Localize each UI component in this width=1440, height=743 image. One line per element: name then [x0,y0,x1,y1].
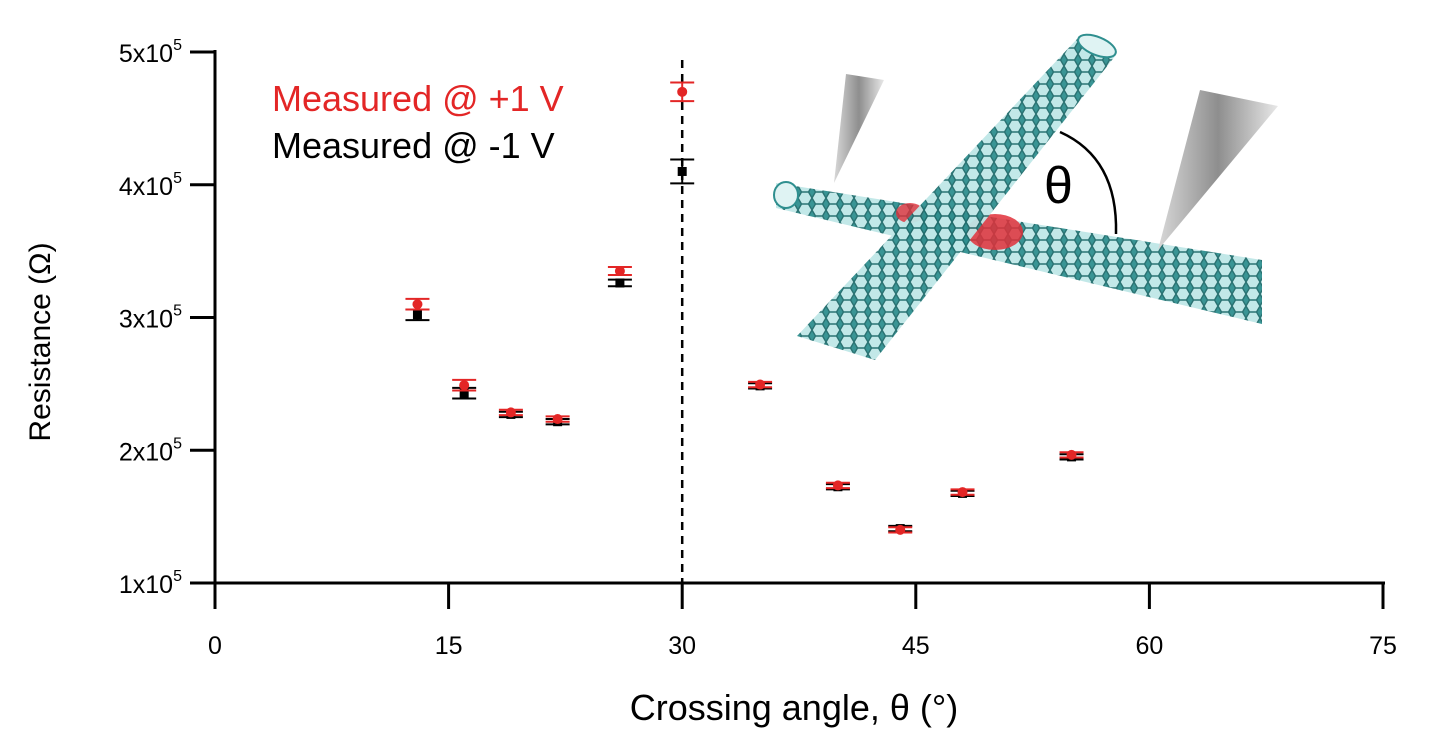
legend: Measured @ +1 V Measured @ -1 V [272,78,564,166]
nanotube-crossing-illustration: θ [773,33,1278,360]
legend-entry-minus-1v: Measured @ -1 V [272,125,555,166]
bottom-nanotube [776,183,1262,324]
y-tick-label-500000: 5x105 [119,37,182,68]
data-point-0-5 [677,86,688,97]
x-tick-label-0: 0 [208,632,222,660]
x-axis-title: Crossing angle, θ (°) [630,687,959,728]
y-tick-label-300000: 3x105 [119,303,182,334]
data-point-0-3 [552,414,563,425]
x-tick-label-45: 45 [902,632,930,660]
y-tick-label-400000: 4x105 [119,170,182,201]
data-point-0-4 [614,266,625,277]
data-point-0-1 [459,380,470,391]
data-point-0-9 [957,487,968,498]
data-point-0-7 [832,480,843,491]
probe-tip-right [1158,90,1278,250]
legend-entry-plus-1v: Measured @ +1 V [272,78,564,119]
data-point-0-10 [1066,449,1077,460]
axes: 0 15 30 45 60 75 1x105 2x105 3x105 4x105 5x105 [119,37,1397,660]
data-point-1-5 [677,166,687,176]
y-axis-title: Resistance (Ω) [24,242,57,441]
data-point-0-2 [505,407,516,418]
y-tick-label-200000: 2x105 [119,435,182,466]
data-point-1-0 [412,310,422,320]
data-point-1-4 [615,278,625,288]
y-tick-label-100000: 1x105 [119,568,182,599]
x-tick-label-75: 75 [1369,632,1397,660]
data-point-0-0 [412,299,423,310]
data-marks [405,81,1084,535]
series-plus-1v [405,81,1084,535]
angle-arc [1059,130,1118,235]
x-tick-label-30: 30 [668,632,696,660]
data-point-1-1 [459,388,469,398]
data-point-0-6 [755,379,766,390]
angle-label: θ [1044,157,1073,215]
probe-tip-left [834,74,884,183]
x-tick-label-15: 15 [435,632,463,660]
x-tick-label-60: 60 [1135,632,1163,660]
top-nanotube [797,38,1116,360]
data-point-0-8 [895,524,906,535]
